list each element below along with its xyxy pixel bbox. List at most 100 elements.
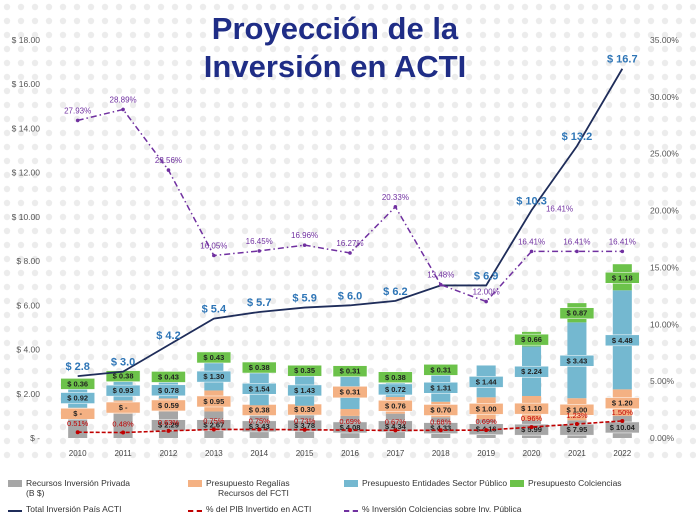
data-label-colciencias: $ 0.43 xyxy=(203,353,224,362)
legend-swatch-entidades xyxy=(344,480,358,487)
label-pib: 0.67% xyxy=(385,417,407,426)
series-line-total xyxy=(77,68,624,377)
legend-label-colciencias-pct: % Inversión Colciencias sobre Inv. Públi… xyxy=(362,504,522,514)
x-tick-label: 2010 xyxy=(69,449,87,458)
data-label-box-entidades xyxy=(60,392,95,404)
point-pib xyxy=(529,425,534,430)
bar-segment-privada xyxy=(68,418,88,438)
data-label-privada: $ 4.33 xyxy=(430,424,451,433)
data-label-box-entidades xyxy=(151,384,186,397)
data-label-box-entidades xyxy=(287,384,322,397)
point-pib xyxy=(211,427,216,432)
label-pib: 0.69% xyxy=(339,417,361,426)
point-colciencias-pct xyxy=(166,168,171,172)
y-right-tick-label: 20.00% xyxy=(650,206,679,216)
legend-label-entidades: Presupuesto Entidades Sector Público xyxy=(362,478,508,488)
y-right-tick-label: 30.00% xyxy=(650,92,679,102)
data-label-entidades: $ 3.43 xyxy=(566,356,587,365)
x-tick-label: 2018 xyxy=(432,449,450,458)
label-pib: 0.48% xyxy=(112,420,134,429)
data-label-colciencias: $ 0.87 xyxy=(566,309,587,318)
label-pib: 0.75% xyxy=(203,416,225,425)
data-label-regalias: $ 1.10 xyxy=(521,404,542,413)
legend-line-pib xyxy=(188,510,202,512)
data-label-entidades: $ 1.44 xyxy=(476,377,498,386)
total-label: $ 6.2 xyxy=(383,286,407,298)
legend-label-regalias: Presupuesto Regalías xyxy=(206,478,290,488)
point-pib xyxy=(438,428,443,433)
point-pib xyxy=(302,427,307,432)
data-label-box-entidades xyxy=(423,382,459,394)
data-label-entidades: $ 2.24 xyxy=(521,367,543,376)
label-pib: 0.51% xyxy=(67,419,89,428)
x-tick-label: 2022 xyxy=(613,449,631,458)
legend-item-pib: % del PIB Invertido en ACTI xyxy=(188,504,311,514)
point-colciencias-pct xyxy=(302,243,307,247)
data-label-box-privada xyxy=(332,421,368,434)
data-label-box-privada xyxy=(514,423,549,436)
y-left-tick-label: $ 12.00 xyxy=(12,168,41,178)
data-label-box-entidades xyxy=(514,365,549,378)
data-label-entidades: $ 0.93 xyxy=(113,386,134,395)
y-right-tick-label: 5.00% xyxy=(650,376,675,386)
point-pib xyxy=(257,427,262,432)
data-label-colciencias: $ 0.43 xyxy=(158,372,179,381)
x-tick-label: 2020 xyxy=(523,449,541,458)
total-label: $ 5.7 xyxy=(247,297,271,309)
data-label-colciencias: $ 0.31 xyxy=(340,367,361,376)
data-label-regalias: $ 0.70 xyxy=(430,405,451,414)
point-colciencias-pct xyxy=(575,249,579,254)
y-right-tick-label: 15.00% xyxy=(650,262,679,272)
point-colciencias-pct xyxy=(348,251,352,255)
data-label-entidades: $ 0.72 xyxy=(385,385,406,394)
x-tick-label: 2019 xyxy=(477,449,495,458)
data-label-colciencias: $ 0.35 xyxy=(294,366,315,375)
point-pib xyxy=(75,430,80,435)
point-colciencias-pct xyxy=(212,253,216,258)
data-label-regalias: $ - xyxy=(119,403,128,412)
y-left-tick-label: $ 14.00 xyxy=(12,123,41,133)
data-label-colciencias: $ 0.66 xyxy=(521,335,542,344)
y-left-tick-label: $ 16.00 xyxy=(12,79,41,89)
x-tick-label: 2011 xyxy=(114,449,132,458)
data-label-entidades: $ 0.78 xyxy=(158,386,179,395)
y-right-tick-label: 25.00% xyxy=(650,149,679,159)
y-left-tick-label: $ 6.00 xyxy=(16,300,40,310)
data-label-box-colciencias xyxy=(287,364,322,377)
data-label-regalias: $ 0.38 xyxy=(249,405,270,414)
x-tick-label: 2014 xyxy=(250,449,268,458)
label-colciencias-pct: 23.56% xyxy=(155,156,182,165)
label-colciencias-pct: 27.93% xyxy=(64,106,91,115)
x-tick-label: 2012 xyxy=(160,449,178,458)
data-label-box-regalias xyxy=(60,407,95,420)
label-pib: 1.50% xyxy=(612,408,634,417)
label-colciencias-pct: 13.48% xyxy=(427,271,454,280)
legend-swatch-regalias xyxy=(188,480,202,487)
point-colciencias-pct xyxy=(257,249,262,253)
data-label-box-entidades xyxy=(468,376,504,388)
legend-swatch-privada xyxy=(8,480,22,487)
data-label-entidades: $ 0.92 xyxy=(67,394,88,403)
data-label-box-entidades xyxy=(241,383,277,395)
data-label-box-regalias xyxy=(468,403,504,415)
data-label-privada: $ 10.04 xyxy=(610,423,636,432)
x-tick-label: 2015 xyxy=(296,449,314,458)
label-pib: 0.75% xyxy=(249,416,271,425)
data-label-colciencias: $ 0.36 xyxy=(67,379,88,388)
data-label-box-colciencias xyxy=(151,371,186,383)
data-label-box-colciencias xyxy=(514,333,549,346)
y-left-tick-label: $ 10.00 xyxy=(12,212,41,222)
x-tick-label: 2016 xyxy=(341,449,359,458)
legend-line-colciencias-pct xyxy=(344,510,358,512)
point-colciencias-pct xyxy=(620,249,625,254)
data-label-entidades: $ 1.43 xyxy=(294,386,315,395)
data-label-box-entidades xyxy=(559,355,595,367)
total-label: $ 3.0 xyxy=(111,357,135,369)
data-label-regalias: $ 0.30 xyxy=(294,405,315,414)
y-right-tick-label: 35.00% xyxy=(650,35,679,45)
data-label-regalias: $ 1.00 xyxy=(566,405,587,414)
legend-line-total xyxy=(8,510,22,512)
y-left-tick-label: $ - xyxy=(30,433,40,443)
total-label: $ 2.8 xyxy=(65,361,89,373)
point-colciencias-pct xyxy=(484,299,488,304)
